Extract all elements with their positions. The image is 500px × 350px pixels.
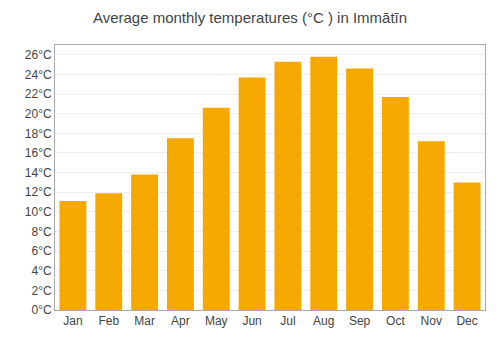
svg-text:Apr: Apr [171, 314, 190, 328]
svg-text:2°C: 2°C [31, 284, 51, 298]
svg-text:10°C: 10°C [25, 205, 52, 219]
svg-text:May: May [205, 314, 228, 328]
svg-text:Jan: Jan [63, 314, 82, 328]
svg-text:0°C: 0°C [31, 303, 51, 317]
svg-text:Mar: Mar [134, 314, 155, 328]
svg-text:Dec: Dec [456, 314, 477, 328]
svg-text:22°C: 22°C [25, 87, 52, 101]
svg-text:Average monthly temperatures (: Average monthly temperatures (°C ) in Im… [93, 9, 407, 26]
svg-text:14°C: 14°C [25, 166, 52, 180]
svg-text:6°C: 6°C [31, 244, 51, 258]
svg-text:26°C: 26°C [25, 48, 52, 62]
svg-text:18°C: 18°C [25, 127, 52, 141]
svg-text:12°C: 12°C [25, 185, 52, 199]
svg-text:20°C: 20°C [25, 107, 52, 121]
svg-text:Jun: Jun [242, 314, 261, 328]
svg-text:Nov: Nov [421, 314, 442, 328]
svg-text:8°C: 8°C [31, 225, 51, 239]
svg-text:Feb: Feb [98, 314, 119, 328]
svg-text:Sep: Sep [349, 314, 371, 328]
svg-text:16°C: 16°C [25, 146, 52, 160]
svg-text:4°C: 4°C [31, 264, 51, 278]
svg-text:24°C: 24°C [25, 68, 52, 82]
svg-text:Oct: Oct [386, 314, 405, 328]
svg-text:Jul: Jul [280, 314, 295, 328]
svg-text:Aug: Aug [313, 314, 334, 328]
